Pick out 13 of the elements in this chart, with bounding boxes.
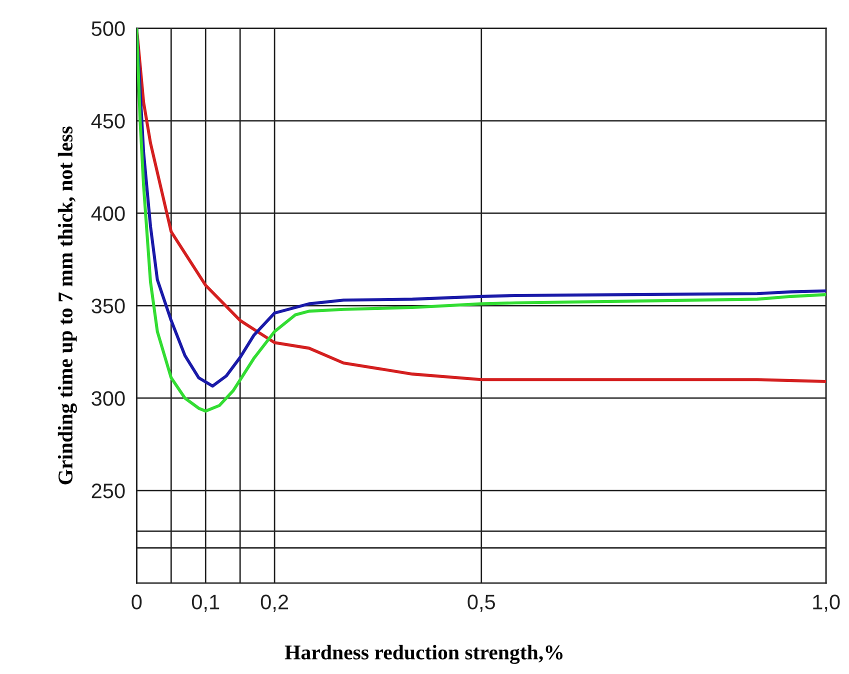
x-tick-label: 0,5 xyxy=(468,594,495,612)
x-tick-label: 1,0 xyxy=(813,594,840,612)
y-tick-label: 400 xyxy=(91,206,125,221)
y-tick-label: 350 xyxy=(92,298,125,314)
x-tick-label: 0,1 xyxy=(192,594,220,612)
y-tick-label: 450 xyxy=(91,114,125,129)
y-axis-title: Grinding time up to 7 mm thick, not less xyxy=(58,126,77,484)
x-tick-label: 0,2 xyxy=(260,594,288,612)
y-tick-label: 300 xyxy=(92,391,125,406)
y-tick-label: 500 xyxy=(92,21,125,36)
x-tick-label: 0 xyxy=(132,594,142,610)
x-axis-title: Hardness reduction strength,% xyxy=(284,644,563,664)
y-tick-label: 250 xyxy=(92,484,125,498)
